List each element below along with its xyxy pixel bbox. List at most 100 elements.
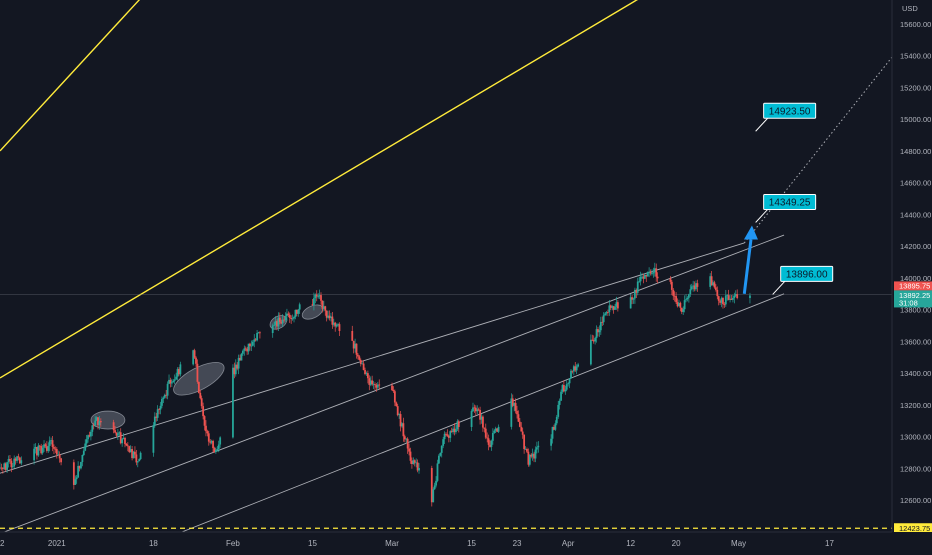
candle-body: [294, 309, 297, 317]
candle-body: [561, 385, 564, 392]
candle-body: [567, 383, 570, 385]
candle-body: [530, 454, 533, 457]
candle-body: [670, 281, 673, 290]
candle-body: [41, 447, 44, 454]
y-tick-label: 14400.00: [900, 210, 931, 219]
candle-body: [233, 367, 236, 375]
candle-body: [311, 304, 314, 306]
candle-body: [278, 317, 281, 322]
candle-body: [643, 274, 646, 279]
candle-body: [315, 294, 318, 297]
candle-body: [288, 314, 291, 318]
candle-body: [473, 407, 476, 409]
candle-body: [202, 406, 205, 417]
candle-body: [653, 268, 656, 273]
candle-body: [597, 329, 599, 333]
candle-body: [432, 489, 435, 503]
candle-body: [237, 357, 240, 369]
candle-body: [4, 463, 7, 470]
candle-body: [652, 272, 655, 274]
candle-body: [368, 378, 371, 385]
candle-body: [553, 426, 555, 430]
candle-body: [608, 305, 611, 313]
callout-label: 14349.25: [769, 197, 811, 208]
candle-body: [257, 332, 260, 334]
candle-body: [200, 398, 203, 407]
candle-body: [358, 356, 361, 360]
candle-body: [635, 289, 638, 293]
x-tick-label: 18: [149, 539, 158, 548]
candle-body: [675, 296, 678, 303]
candle-body: [176, 369, 179, 377]
candle-body: [693, 285, 696, 290]
candle-body: [161, 399, 163, 406]
callout-pointer: [755, 117, 769, 132]
candle-body: [696, 283, 699, 287]
candle-body: [293, 316, 295, 319]
candle-body: [656, 276, 659, 279]
candle-body: [719, 300, 722, 303]
y-tick-label: 15600.00: [900, 20, 931, 29]
candle-body: [134, 451, 136, 455]
candle-body: [558, 400, 561, 405]
candle-body: [44, 444, 47, 447]
candle-body: [496, 428, 499, 432]
candle-body: [477, 409, 480, 411]
y-tick-label: 15200.00: [900, 83, 931, 92]
candle-body: [172, 380, 175, 383]
candle-body: [729, 298, 731, 300]
candle-body: [214, 450, 217, 452]
candle-body: [479, 410, 481, 420]
candle-body: [359, 359, 362, 364]
highlight-ellipse: [173, 362, 225, 396]
candle-body: [365, 373, 368, 375]
candle-body: [570, 370, 572, 379]
candle-body: [232, 367, 234, 438]
candle-body: [193, 350, 196, 358]
candle-body: [118, 432, 121, 434]
y-tick-label: 15400.00: [900, 52, 931, 61]
candle-body: [607, 312, 609, 313]
callout-label: 14923.50: [769, 106, 811, 117]
candle-body: [642, 276, 645, 279]
candle-body: [156, 409, 159, 418]
candle-body: [526, 448, 528, 452]
candle-body: [494, 428, 497, 431]
candle-body: [136, 461, 139, 463]
candle-body: [408, 448, 410, 452]
candle-body: [362, 363, 365, 370]
candle-body: [240, 353, 243, 361]
candle-body: [366, 373, 369, 379]
candle-body: [196, 363, 199, 382]
candle-body: [75, 477, 78, 480]
candle-body: [483, 427, 486, 429]
candle-body: [636, 281, 639, 293]
candle-body: [173, 379, 176, 381]
candle-body: [533, 453, 535, 459]
trend-line-yellow: [0, 0, 639, 379]
candle-body: [7, 458, 10, 463]
candle-body: [54, 448, 57, 450]
candle-body: [524, 448, 527, 450]
candle-body: [604, 313, 606, 316]
candle-body: [371, 380, 374, 385]
candle-body: [411, 460, 413, 464]
candle-body: [192, 350, 195, 365]
candle-body: [605, 312, 608, 314]
callout-box: [763, 193, 817, 210]
candle-body: [457, 421, 460, 427]
candle-body: [609, 305, 612, 308]
candle-body: [354, 343, 356, 349]
candle-body: [335, 324, 338, 327]
candle-body: [168, 379, 170, 384]
candle-body: [37, 445, 40, 456]
candle-body: [562, 385, 565, 392]
candle-body: [97, 417, 99, 426]
candle-body: [672, 289, 675, 296]
candle-body: [295, 309, 298, 314]
candle-body: [16, 456, 18, 461]
candle-body: [11, 466, 14, 468]
candle-body: [236, 364, 239, 369]
